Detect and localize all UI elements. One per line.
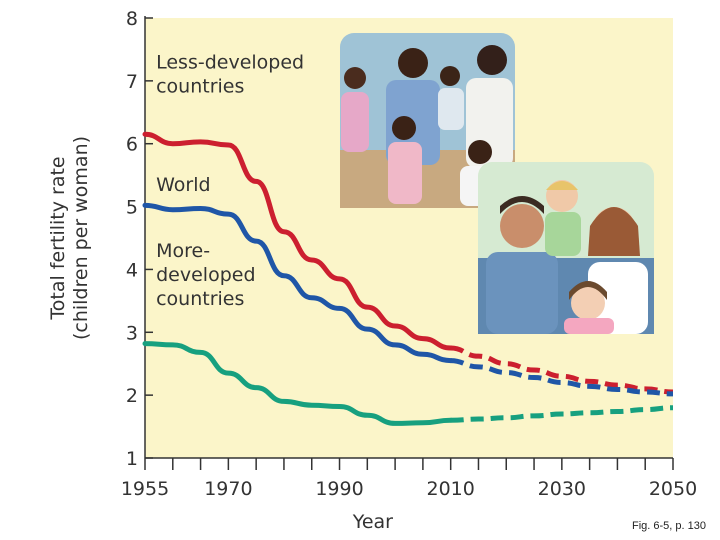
y-tick-label: 7 — [126, 71, 138, 93]
more-developed-label: More-developed countries — [156, 240, 255, 310]
y-tick-label: 1 — [126, 448, 138, 470]
more-developed-label-line: developed — [156, 264, 255, 286]
world-label: World — [156, 174, 210, 196]
x-tick-label: 2010 — [427, 478, 475, 500]
x-tick-label: 2050 — [649, 478, 697, 500]
world-line-historical — [142, 202, 454, 364]
axis-titles: Year Total fertility rate(children per wo… — [47, 136, 393, 533]
world-label-line: World — [156, 174, 210, 196]
x-tick-label: 1955 — [121, 478, 169, 500]
y-tick-label: 8 — [126, 8, 138, 30]
more-developed-label-line: More- — [156, 240, 210, 262]
ticks: 1 2 3 4 5 6 7 8 1955 1970 1990 2010 2030 2050 — [121, 8, 697, 500]
axes — [144, 16, 673, 459]
y-tick-label: 2 — [126, 385, 138, 407]
x-tick-label: 2030 — [538, 478, 586, 500]
less-developed-label-line: Less-developed — [156, 51, 304, 73]
x-tick-label: 1970 — [204, 478, 252, 500]
less-developed-label: Less-developed countries — [156, 51, 304, 97]
y-tick-label: 4 — [126, 259, 138, 281]
y-tick-label: 3 — [126, 322, 138, 344]
photo-less-developed-family — [340, 33, 515, 208]
y-axis-title: Total fertility rate(children per woman) — [47, 136, 92, 340]
less-developed-line-historical — [142, 131, 454, 351]
y-axis-title-line: Total fertility rate — [47, 156, 69, 320]
series-lines — [142, 131, 674, 426]
less-developed-label-line: countries — [156, 75, 244, 97]
x-tick-label: 1990 — [315, 478, 363, 500]
world-line-projected — [450, 358, 674, 397]
more-developed-line-historical — [142, 341, 454, 426]
more-developed-label-line: countries — [156, 288, 244, 310]
series-labels: Less-developed countriesWorldMore-develop… — [156, 51, 304, 310]
figure-caption: Fig. 6-5, p. 130 — [632, 520, 706, 532]
y-tick-label: 5 — [126, 197, 138, 219]
more-developed-line-projected — [450, 405, 674, 423]
y-tick-label: 6 — [126, 134, 138, 156]
less-developed-line-projected — [450, 345, 674, 395]
photo-more-developed-family — [478, 162, 654, 334]
y-axis-title-line: (children per woman) — [70, 136, 92, 340]
x-axis-title: Year — [352, 511, 393, 533]
